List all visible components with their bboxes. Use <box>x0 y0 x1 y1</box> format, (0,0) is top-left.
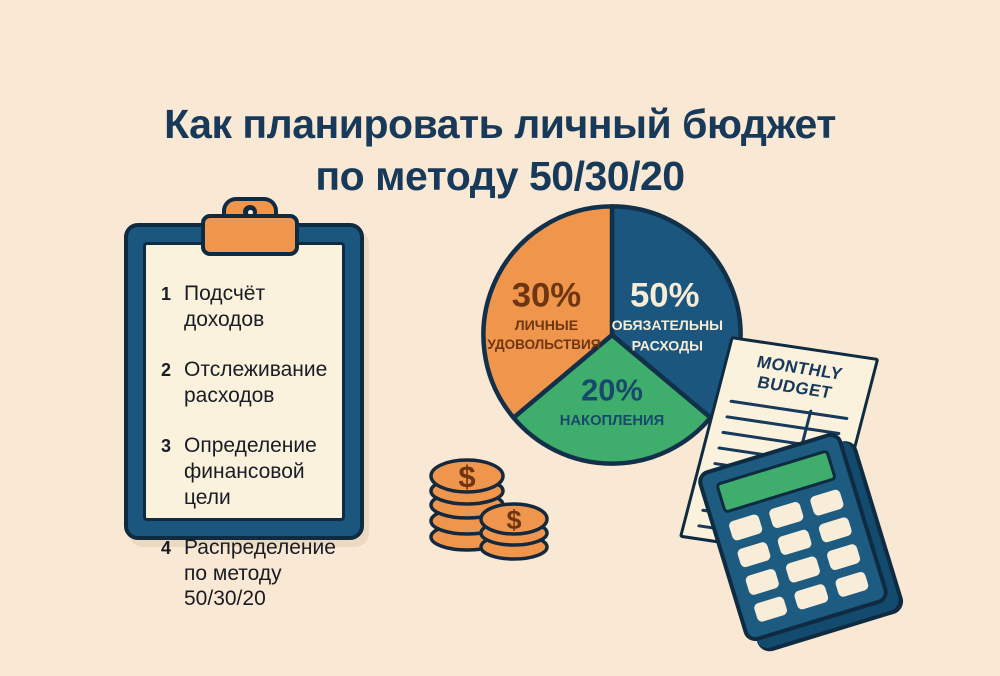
pie-label-30-line2: УДОВОЛЬСТВИЯ <box>487 337 600 352</box>
checklist-item-text: Распределение по методу 50/30/20 <box>184 536 336 611</box>
clipboard-sheet: 1 Подсчёт доходов 2 Отслеживание расходо… <box>143 242 345 610</box>
calculator-key <box>768 500 805 529</box>
calculator-key <box>727 513 764 542</box>
pie-label-20-pct: 20% <box>581 373 643 408</box>
budget-document-title: MONTHLY BUDGET <box>721 348 873 407</box>
pie-label-50-line1: ОБЯЗАТЕЛЬНЫ <box>612 317 723 333</box>
calculator-keypad <box>727 488 870 623</box>
calculator-key <box>817 515 853 544</box>
pie-slice-savings <box>511 332 713 466</box>
calculator-key <box>744 567 781 596</box>
calculator-key <box>736 540 772 569</box>
checklist-item-text: Определение финансовой цели <box>184 434 317 509</box>
calculator-key <box>752 595 789 623</box>
page-title-line2: по методу 50/30/20 <box>315 153 685 200</box>
pie-label-30-line1: ЛИЧНЫЕ <box>515 317 578 333</box>
pie-label-50-pct: 50% <box>630 277 699 315</box>
clipboard: 1 Подсчёт доходов 2 Отслеживание расходо… <box>124 223 364 610</box>
pie-chart-50-30-20: 50% ОБЯЗАТЕЛЬНЫ РАСХОДЫ 30% ЛИЧНЫЕ УДОВО… <box>481 204 743 466</box>
calculator-key <box>825 542 862 571</box>
pie-label-30-pct: 30% <box>512 277 581 315</box>
checklist-item-text: Подсчёт доходов <box>184 282 266 331</box>
dollar-sign-icon: $ <box>458 459 475 494</box>
page-title: Как планировать личный бюджет по методу … <box>0 98 1000 203</box>
checklist-item-4: 4 Распределение по методу 50/30/20 <box>158 535 336 612</box>
checklist-item-number: 2 <box>160 360 171 381</box>
checklist-item-number: 3 <box>160 436 171 457</box>
checklist-item-text: Отслеживание расходов <box>184 358 328 407</box>
calculator-key <box>833 570 870 599</box>
checklist-item-number: 1 <box>160 284 171 304</box>
page-title-line1: Как планировать личный бюджет <box>164 101 836 147</box>
calculator-key <box>808 488 845 517</box>
checklist-item-number: 4 <box>160 538 171 559</box>
calculator-key <box>793 582 830 611</box>
checklist-item-2: 2 Отслеживание расходов <box>158 357 336 408</box>
coin-stack-right <box>479 502 549 561</box>
calculator-key <box>776 528 813 556</box>
checklist-item-1: 1 Подсчёт доходов <box>158 281 336 332</box>
dollar-sign-icon: $ <box>506 505 521 535</box>
clipboard-clip-bar <box>201 214 299 256</box>
pie-label-50-line2: РАСХОДЫ <box>632 337 703 353</box>
calculator-key <box>785 555 821 584</box>
checklist-item-3: 3 Определение финансовой цели <box>158 433 336 510</box>
coin-stacks-icon: $ $ <box>429 458 549 561</box>
pie-slice-personal-pleasures <box>481 204 615 420</box>
pie-label-20-line1: НАКОПЛЕНИЯ <box>560 413 665 429</box>
